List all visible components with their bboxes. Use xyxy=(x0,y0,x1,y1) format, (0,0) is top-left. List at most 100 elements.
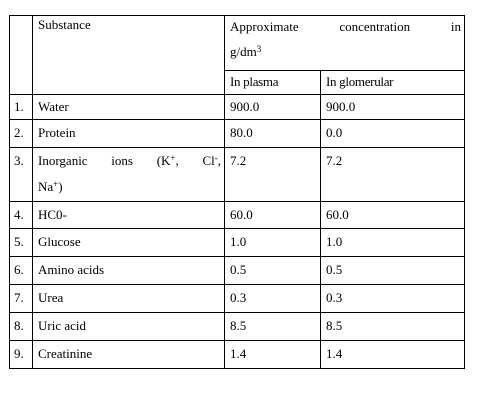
table-row: 5. Glucose 1.0 1.0 xyxy=(9,228,465,257)
row-number: 3. xyxy=(14,153,24,168)
ion-symbol: Na xyxy=(38,179,54,194)
glomerular-cell: 0.0 xyxy=(320,119,465,148)
plasma-value: 7.2 xyxy=(230,153,247,168)
glomerular-cell: 1.0 xyxy=(320,228,465,257)
glomerular-cell: 60.0 xyxy=(320,201,465,229)
glomerular-value: 900.0 xyxy=(326,99,356,114)
row-number-cell: 2. xyxy=(9,119,33,148)
substance-name: Uric acid xyxy=(38,318,87,333)
header-approx-line: Approximate concentration in xyxy=(225,16,464,35)
glomerular-value: 0.3 xyxy=(326,290,343,305)
header-row-2: In plasma In glomerular xyxy=(10,70,465,95)
glomerular-cell: 7.2 xyxy=(320,147,465,202)
header-substance-cell: Substance xyxy=(32,15,225,95)
row-number: 5. xyxy=(14,234,24,249)
row-number: 1. xyxy=(14,99,24,114)
header-plasma-cell: In plasma xyxy=(224,70,321,95)
row-number: 8. xyxy=(14,318,24,333)
table-row: 1. Water 900.0 900.0 xyxy=(9,94,465,120)
substance-cell: Inorganic ions (K+, Cl-, Na+) xyxy=(32,147,225,202)
header-unit: g/dm3 xyxy=(225,35,464,60)
glomerular-cell: 1.4 xyxy=(320,340,465,369)
row-number-cell: 5. xyxy=(9,228,33,257)
glomerular-cell: 0.3 xyxy=(320,284,465,313)
glomerular-value: 60.0 xyxy=(326,207,349,222)
row-number-cell: 1. xyxy=(9,94,33,120)
ion-charge: + xyxy=(170,153,176,163)
glomerular-value: 1.0 xyxy=(326,234,343,249)
substance-cell: Water xyxy=(32,94,225,120)
plasma-cell: 8.5 xyxy=(224,312,321,341)
plasma-cell: 0.3 xyxy=(224,284,321,313)
substance-word: (K+, xyxy=(156,153,179,168)
glomerular-value: 7.2 xyxy=(326,153,343,168)
row-number-cell: 7. xyxy=(9,284,33,313)
plasma-value: 900.0 xyxy=(230,99,260,114)
plasma-value: 60.0 xyxy=(230,207,253,222)
substance-word: Cl-, xyxy=(202,153,221,168)
row-number: 6. xyxy=(14,262,24,277)
glomerular-value: 0.5 xyxy=(326,262,343,277)
substance-word: ions xyxy=(111,153,133,168)
substance-cell: Urea xyxy=(32,284,225,313)
table-row: 7. Urea 0.3 0.3 xyxy=(9,284,465,313)
header-plasma: In plasma xyxy=(230,74,279,89)
header-substance: Substance xyxy=(38,17,91,32)
substance-name: Glucose xyxy=(38,234,81,249)
substance-cell: Uric acid xyxy=(32,312,225,341)
substance-cell: Amino acids xyxy=(32,256,225,285)
table-row: 6. Amino acids 0.5 0.5 xyxy=(9,256,465,285)
glomerular-value: 8.5 xyxy=(326,318,343,333)
plasma-value: 0.5 xyxy=(230,262,247,277)
glomerular-cell: 0.5 xyxy=(320,256,465,285)
plasma-cell: 0.5 xyxy=(224,256,321,285)
substance-name: Urea xyxy=(38,290,64,305)
substance-name: Protein xyxy=(38,125,76,140)
glomerular-cell: 8.5 xyxy=(320,312,465,341)
row-number-cell: 6. xyxy=(9,256,33,285)
plasma-value: 1.4 xyxy=(230,346,247,361)
table-row: 3. Inorganic ions (K+, Cl-, Na+) 7.2 7.2 xyxy=(9,147,465,202)
row-number: 2. xyxy=(14,125,24,140)
substance-name: HC0- xyxy=(38,207,67,222)
row-number: 7. xyxy=(14,290,24,305)
ion-charge: + xyxy=(53,179,59,189)
glomerular-value: 0.0 xyxy=(326,125,343,140)
plasma-cell: 80.0 xyxy=(224,119,321,148)
row-number-cell: 3. xyxy=(9,147,33,202)
table-row: 9. Creatinine 1.4 1.4 xyxy=(9,340,465,369)
header-approx-word: concentration xyxy=(339,19,411,34)
ion-symbol: (K xyxy=(156,153,171,168)
row-number-cell: 4. xyxy=(9,201,33,229)
header-glomerular-cell: In glomerular xyxy=(320,70,465,95)
row-number: 4. xyxy=(14,207,24,222)
plasma-value: 0.3 xyxy=(230,290,247,305)
plasma-cell: 60.0 xyxy=(224,201,321,229)
table-row: 4. HC0- 60.0 60.0 xyxy=(9,201,465,229)
concentration-table: Substance Approximate concentration in g… xyxy=(9,15,465,369)
table-row: 2. Protein 80.0 0.0 xyxy=(9,119,465,148)
row-number-cell: 9. xyxy=(9,340,33,369)
substance-name: Water xyxy=(38,99,69,114)
substance-name: Creatinine xyxy=(38,346,93,361)
plasma-cell: 1.4 xyxy=(224,340,321,369)
plasma-value: 8.5 xyxy=(230,318,247,333)
header-corner-cell xyxy=(9,15,33,95)
header-unit-exp: 3 xyxy=(256,44,262,54)
header-approx-word: Approximate xyxy=(230,19,299,34)
substance-word: Inorganic xyxy=(38,153,88,168)
ion-symbol: Cl xyxy=(202,153,215,168)
header-approx-word: in xyxy=(450,19,461,34)
plasma-value: 80.0 xyxy=(230,125,253,140)
header-unit-base: g/dm xyxy=(230,44,257,59)
table-row: 8. Uric acid 8.5 8.5 xyxy=(9,312,465,341)
glomerular-value: 1.4 xyxy=(326,346,343,361)
plasma-cell: 900.0 xyxy=(224,94,321,120)
substance-line-1: Inorganic ions (K+, Cl-, xyxy=(33,148,224,169)
header-approx-cell: Approximate concentration in g/dm3 xyxy=(224,15,465,71)
substance-name: Amino acids xyxy=(38,262,105,277)
substance-cell: Protein xyxy=(32,119,225,148)
plasma-cell: 7.2 xyxy=(224,147,321,202)
glomerular-cell: 900.0 xyxy=(320,94,465,120)
row-number: 9. xyxy=(14,346,24,361)
